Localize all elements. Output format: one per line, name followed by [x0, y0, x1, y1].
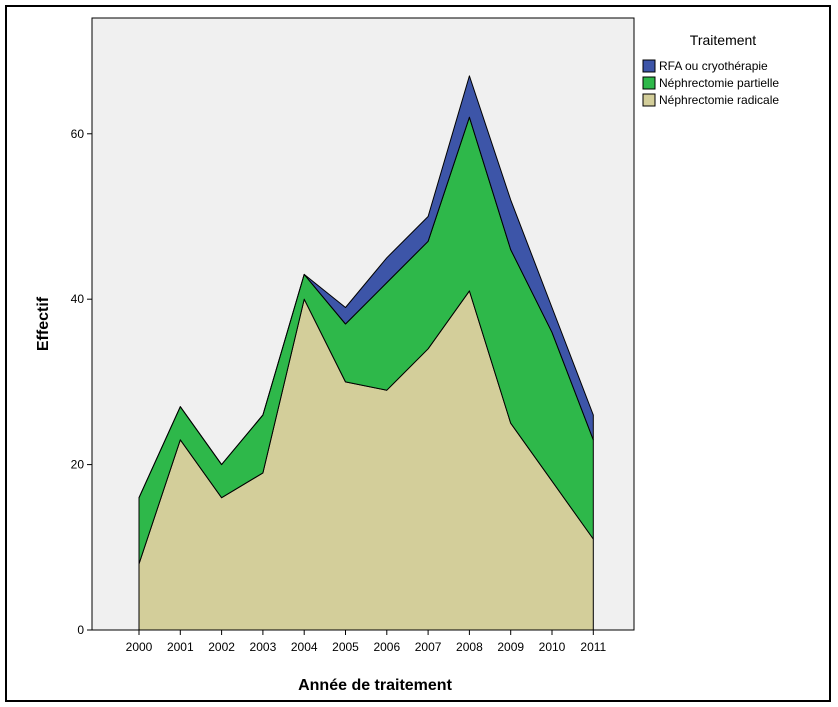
y-axis: 0 20 40 60: [71, 127, 92, 637]
x-tick-label: 2007: [415, 640, 442, 654]
y-tick-label: 20: [71, 458, 85, 472]
x-tick-label: 2002: [208, 640, 235, 654]
x-tick-label: 2001: [167, 640, 194, 654]
y-tick-label: 60: [71, 127, 85, 141]
x-tick-label: 2004: [291, 640, 318, 654]
x-axis-label: Année de traitement: [298, 677, 452, 694]
x-tick-label: 2006: [373, 640, 400, 654]
y-tick-label: 0: [77, 623, 84, 637]
legend: Traitement RFA ou cryothérapie Néphrectom…: [642, 32, 779, 107]
legend-label: RFA ou cryothérapie: [659, 59, 768, 73]
legend-swatch: [642, 93, 656, 107]
area-series-group: [138, 75, 594, 631]
x-tick-label: 2005: [332, 640, 359, 654]
x-tick-label: 2010: [539, 640, 566, 654]
legend-label: Néphrectomie partielle: [659, 76, 779, 90]
area-rfa-ou-cryoth-rapie: [138, 75, 594, 499]
legend-label: Néphrectomie radicale: [659, 93, 779, 107]
legend-swatch: [642, 59, 656, 73]
x-axis: 2000 2001 2002 2003 2004 2005 2006 2007 2008 2009…: [126, 630, 607, 654]
x-tick-label: 2009: [497, 640, 524, 654]
y-tick-label: 40: [71, 292, 85, 306]
legend-swatch: [642, 76, 656, 90]
x-tick-label: 2003: [250, 640, 277, 654]
legend-title: Traitement: [690, 32, 757, 48]
y-axis-label: Effectif: [35, 296, 52, 351]
x-tick-label: 2008: [456, 640, 483, 654]
x-tick-label: 2000: [126, 640, 153, 654]
x-tick-label: 2011: [580, 640, 606, 654]
